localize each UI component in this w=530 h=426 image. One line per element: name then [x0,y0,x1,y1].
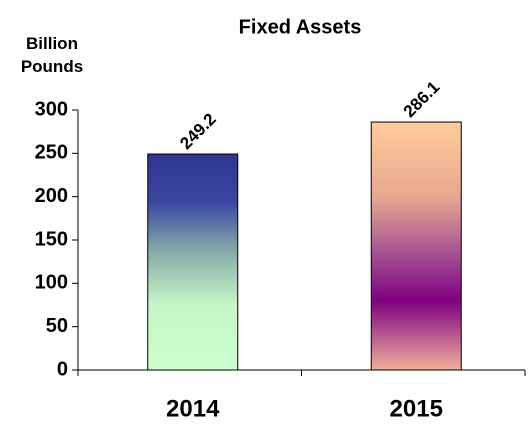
data-label: 249.2 [176,110,220,154]
y-tick-label: 250 [35,142,68,164]
y-tick-label: 0 [57,358,68,380]
y-axis-label: Billion Pounds [20,34,84,76]
y-tick-label: 100 [35,272,68,294]
chart-title: Fixed Assets [239,16,362,38]
y-tick-label: 50 [46,315,68,337]
bar [147,153,239,371]
data-label: 286.1 [400,78,444,122]
bar [370,121,462,371]
y-tick-label: 200 [35,185,68,207]
y-tick-label: 300 [35,98,68,120]
x-tick-label: 2014 [166,395,220,422]
y-tick-label: 150 [35,228,68,250]
x-tick-label: 2015 [390,395,443,422]
